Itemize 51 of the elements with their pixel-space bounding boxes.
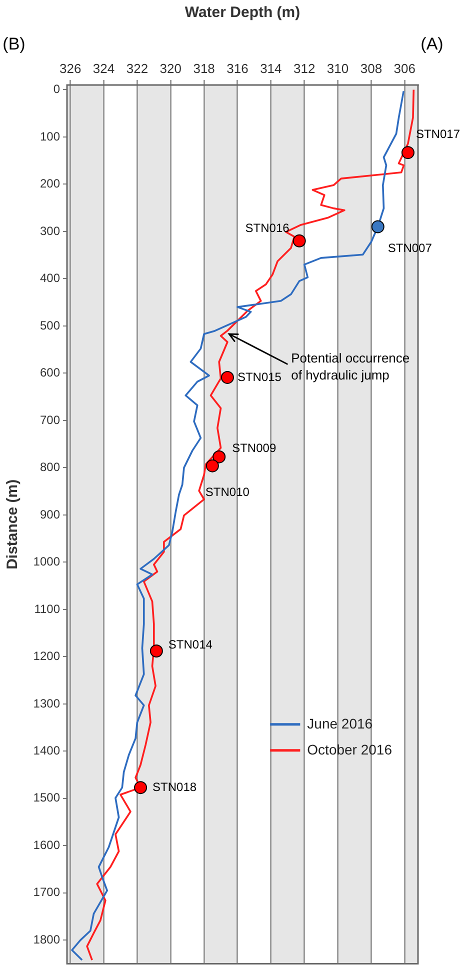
x-tick-label: 318 xyxy=(193,60,215,76)
point xyxy=(134,781,148,794)
legend-label: June 2016 xyxy=(307,715,373,732)
x-tick-label: 310 xyxy=(326,60,349,76)
y-tick-label: 400 xyxy=(40,271,60,286)
x-tick-label: 306 xyxy=(394,60,416,76)
y-tick-label: 800 xyxy=(40,460,60,474)
annotation: STN015 xyxy=(237,370,282,384)
y-tick-label: 1200 xyxy=(33,649,60,664)
point xyxy=(401,146,414,160)
y-tick-label: 1600 xyxy=(33,838,60,852)
x-tick-label: 320 xyxy=(160,60,182,76)
annotation: STN018 xyxy=(152,780,197,794)
x-tick-label: 324 xyxy=(92,60,115,76)
x-tick-label: 308 xyxy=(360,60,382,76)
x-tick-label: 314 xyxy=(260,60,282,76)
y-tick-label: 500 xyxy=(40,318,60,332)
y-tick-label: 1700 xyxy=(33,885,60,900)
y-tick-label: 900 xyxy=(40,507,60,522)
point xyxy=(150,644,163,658)
annotation: STN010 xyxy=(205,485,250,500)
point xyxy=(292,234,306,248)
text: (B) xyxy=(2,34,26,54)
annotation: STN016 xyxy=(245,221,290,236)
y-axis-title: Distance (m) xyxy=(4,479,22,570)
annotation: Potential occurrence of hydraulic jump xyxy=(291,350,410,383)
legend-label: October 2016 xyxy=(307,741,392,758)
y-tick-label: 200 xyxy=(40,176,60,191)
x-tick-label: 312 xyxy=(293,60,316,76)
y-tick-label: 1500 xyxy=(33,790,60,805)
point xyxy=(206,459,219,472)
x-tick-label: 322 xyxy=(126,60,148,76)
annotation: STN009 xyxy=(232,441,276,456)
y-tick-label: 1000 xyxy=(33,554,60,569)
y-tick-label: 1800 xyxy=(33,932,60,946)
y-tick-label: 100 xyxy=(40,129,60,144)
y-tick-label: 1300 xyxy=(33,696,60,710)
point xyxy=(220,370,234,384)
point xyxy=(371,220,384,234)
y-tick-label: 700 xyxy=(40,412,60,427)
y-tick-label: 0 xyxy=(53,82,60,96)
text: (A) xyxy=(420,34,444,54)
y-tick-label: 1100 xyxy=(34,602,60,616)
y-tick-label: 1400 xyxy=(33,744,60,758)
x-tick-label: 316 xyxy=(226,60,248,76)
x-tick-label: 326 xyxy=(59,60,82,76)
annotation: STN014 xyxy=(168,637,213,652)
y-tick-label: 300 xyxy=(40,224,60,238)
x-axis-title: Water Depth (m) xyxy=(184,4,300,22)
point xyxy=(212,450,226,464)
y-tick-label: 600 xyxy=(40,366,60,380)
